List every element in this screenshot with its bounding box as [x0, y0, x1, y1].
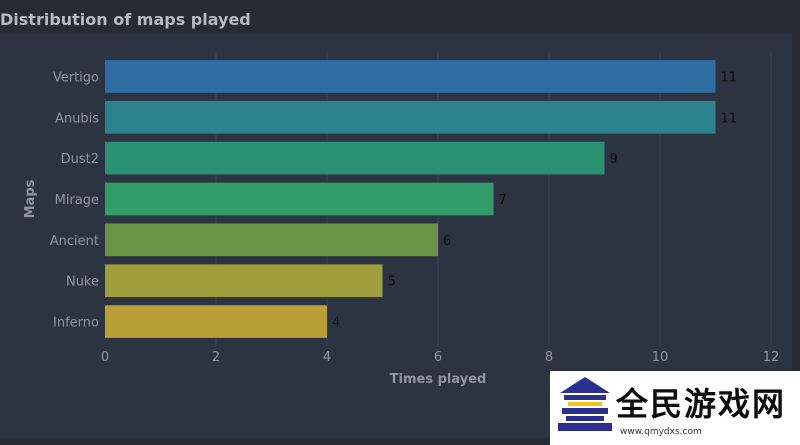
bar-ancient: [105, 223, 438, 257]
x-tick-labels: 0 2 4 6 8 10 12: [101, 350, 779, 365]
y-tick-label: Inferno: [53, 316, 99, 331]
data-label: 9: [610, 152, 618, 167]
bars: [105, 60, 716, 338]
y-tick-label: Nuke: [66, 275, 99, 290]
data-label: 11: [721, 70, 738, 85]
bar-anubis: [105, 100, 716, 134]
y-tick-label: Mirage: [55, 193, 99, 208]
data-label: 5: [388, 275, 396, 290]
data-label: 4: [332, 316, 340, 331]
x-axis-title: Times played: [390, 372, 487, 387]
watermark: 全民游戏网 www.qmydxs.com: [550, 371, 800, 445]
bar-chart: 11 11 9 7 6 5 4 Vertigo Anubis Dust2 Mirage Ancien…: [23, 52, 779, 387]
data-label: 11: [721, 111, 738, 126]
y-tick-label: Ancient: [50, 234, 99, 249]
data-label: 7: [499, 193, 507, 208]
x-tick-label: 4: [323, 350, 331, 365]
watermark-text: 全民游戏网: [616, 385, 787, 423]
x-tick-label: 2: [212, 350, 220, 365]
bar-vertigo: [105, 60, 716, 93]
chart-panel: 11 11 9 7 6 5 4 Vertigo Anubis Dust2 Mirage Ancien…: [0, 34, 792, 438]
bar-inferno: [105, 305, 327, 338]
watermark-url: www.qmydxs.com: [620, 427, 702, 437]
data-labels: 11 11 9 7 6 5 4: [332, 70, 737, 330]
bar-dust2: [105, 141, 605, 175]
bar-nuke: [105, 264, 383, 298]
chart-title: Distribution of maps played: [0, 10, 251, 29]
y-axis-title: Maps: [23, 179, 38, 218]
data-label: 6: [443, 234, 451, 249]
x-tick-label: 6: [434, 350, 442, 365]
y-tick-label: Anubis: [55, 111, 99, 126]
bar-mirage: [105, 182, 494, 216]
x-tick-label: 12: [763, 350, 780, 365]
y-tick-labels: Vertigo Anubis Dust2 Mirage Ancient Nuke Infer…: [50, 70, 99, 330]
x-tick-label: 8: [545, 350, 553, 365]
x-tick-label: 10: [652, 350, 669, 365]
y-tick-label: Dust2: [61, 152, 99, 167]
y-tick-label: Vertigo: [53, 70, 99, 85]
pagoda-logo-icon: [558, 377, 612, 431]
x-tick-label: 0: [101, 350, 109, 365]
